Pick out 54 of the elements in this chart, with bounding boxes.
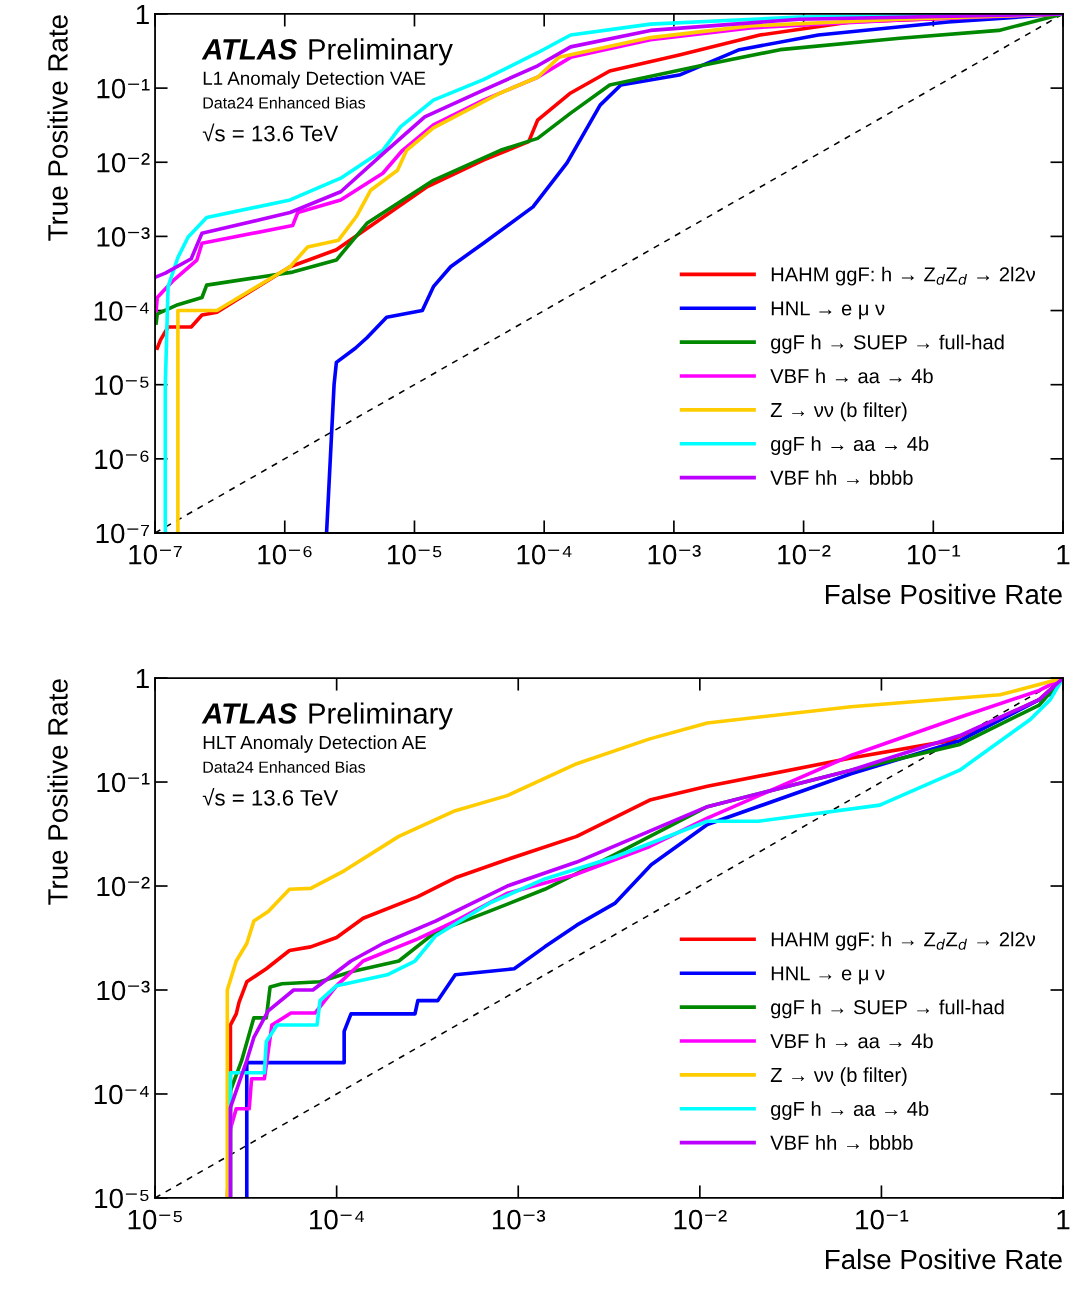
legend-label: VBF h → aa → 4b	[770, 1033, 933, 1049]
x-tick-label: 1	[1057, 545, 1070, 565]
y-tick-label: 1	[136, 669, 149, 689]
x-tick-label: 10⁻²	[778, 544, 831, 565]
y-tick-label: 10⁻¹	[97, 772, 150, 793]
legend-label: HNL → e μ ν	[771, 301, 885, 320]
x-tick-label: 10⁻¹	[856, 1209, 909, 1230]
x-axis-title: False Positive Rate	[826, 1248, 1062, 1270]
x-tick-label: 10⁻⁴	[517, 544, 572, 565]
annotation: Preliminary	[309, 38, 453, 66]
x-tick-label: 10⁻⁵	[388, 544, 442, 565]
annotation: √s = 13.6 TeV	[202, 787, 339, 806]
x-tick-label: 10⁻⁴	[310, 1209, 365, 1230]
y-tick-label: 10⁻⁵	[95, 1188, 149, 1209]
y-tick-label: 10⁻⁴	[94, 301, 149, 321]
y-tick-label: 10⁻³	[97, 980, 150, 1001]
y-tick-label: 10⁻²	[97, 152, 150, 173]
annotation: L1 Anomaly Detection VAE	[203, 71, 426, 89]
annotation: ATLAS	[201, 703, 298, 724]
x-tick-label: 10⁻²	[674, 1209, 727, 1230]
legend-label: ggF h → aa → 4b	[771, 436, 929, 456]
y-tick-label: 10⁻⁶	[95, 449, 149, 470]
x-tick-label: 10⁻¹	[908, 544, 961, 565]
y-axis-title: True Positive Rate	[47, 15, 68, 241]
annotation: ATLAS	[201, 39, 298, 60]
y-tick-label: 10⁻⁴	[94, 1084, 149, 1105]
legend-label: HNL → e μ ν	[771, 966, 885, 985]
y-tick-label: 10⁻³	[97, 227, 150, 247]
x-tick-label: 10⁻⁶	[258, 544, 312, 565]
legend-label: VBF hh → bbbb	[770, 470, 913, 485]
legend-label: ggF h → aa → 4b	[771, 1101, 929, 1120]
legend-label: VBF h → aa → 4b	[770, 368, 933, 384]
legend-label: HAHM ggF: h → Z$_{d}$Z$_{d}$ → 2l2ν	[771, 931, 1035, 951]
x-tick-label: 10⁻³	[492, 1209, 546, 1230]
annotation: Data24 Enhanced Bias	[203, 96, 366, 109]
y-tick-label: 10⁻⁵	[95, 375, 149, 396]
legend-label: ggF h → SUEP → full-had	[771, 334, 1004, 354]
annotation: HLT Anomaly Detection AE	[203, 735, 426, 753]
y-tick-label: 10⁻⁷	[96, 523, 150, 544]
legend-label: HAHM ggF: h → Z$_{d}$Z$_{d}$ → 2l2ν	[771, 266, 1035, 286]
legend-label: Z → νν (b filter)	[770, 402, 907, 422]
annotation: Preliminary	[309, 702, 453, 730]
y-tick-label: 1	[136, 4, 149, 25]
legend-label: ggF h → SUEP → full-had	[771, 999, 1004, 1019]
legend-label: Z → νν (b filter)	[770, 1067, 907, 1087]
y-tick-label: 10⁻¹	[97, 78, 150, 99]
annotation: Data24 Enhanced Bias	[203, 761, 366, 773]
x-axis-title: False Positive Rate	[826, 583, 1062, 605]
y-tick-label: 10⁻²	[97, 876, 150, 897]
y-axis-title: True Positive Rate	[47, 679, 68, 905]
legend-label: VBF hh → bbbb	[770, 1135, 913, 1150]
x-tick-label: 10⁻³	[648, 544, 701, 565]
x-tick-label: 1	[1057, 1210, 1070, 1230]
annotation: √s = 13.6 TeV	[202, 123, 339, 142]
